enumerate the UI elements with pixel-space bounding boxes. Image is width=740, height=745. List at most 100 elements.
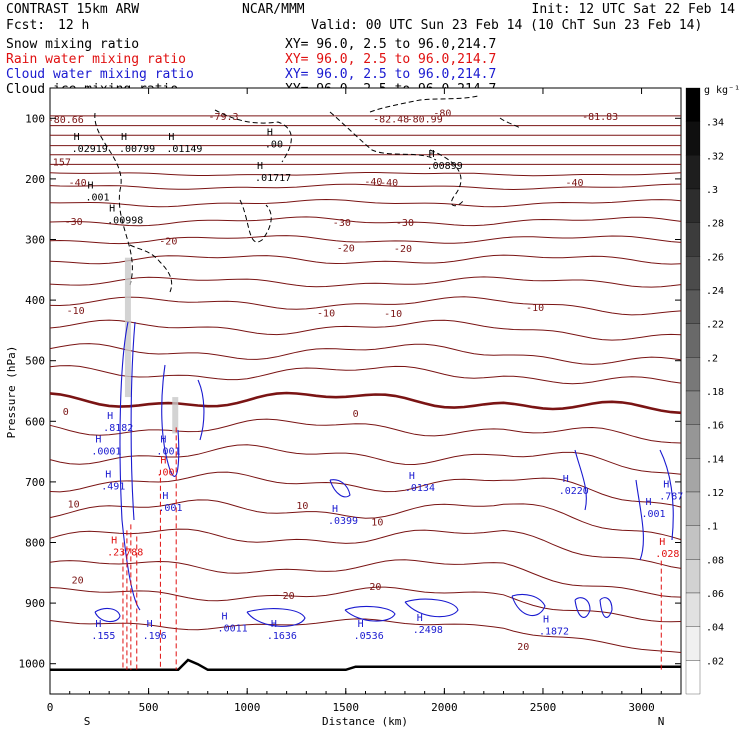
temperature-contour [49,198,682,208]
cloud-water-contour [574,597,591,618]
colorbar-tick-label: .34 [706,118,724,129]
cloud-water-contour [344,605,396,622]
cloud-water-contour [197,379,205,441]
temperature-contour [49,343,682,365]
colorbar-tick-label: .18 [706,387,724,398]
snow-contour [329,111,437,161]
cloud-water-max-marker: H [332,504,338,515]
colorbar-swatch [685,87,701,122]
cloud-water-max-label: .0536 [354,631,384,642]
y-tick-label: 300 [25,234,45,247]
temperature-contour [49,365,682,385]
cloud-water-contour [329,479,351,498]
cloud-water-max-marker: H [160,434,166,445]
cloud-water-max-label: .2498 [413,625,443,636]
colorbar-swatch [685,660,701,695]
temperature-label: -30 [333,218,351,229]
y-axis-title: Pressure (hPa) [5,346,18,439]
cloud-water-contour [511,593,546,616]
cloud-water-max-label: .155 [91,631,115,642]
colorbar-swatch [685,559,701,594]
y-tick-label: 400 [25,294,45,307]
cloud-water-max-marker: H [162,491,168,502]
cloud-water-max-label: .0220 [559,486,589,497]
temperature-contour [49,216,682,227]
field-name-rain: Rain water mixing ratio [6,52,186,67]
temperature-label: 20 [72,576,84,587]
cloud-water-max-label: .1636 [267,631,297,642]
colorbar: g kg⁻¹ .34 .32 .3 .28 .26 .24 .22 .2 .18 .16 .14 .1… [685,85,740,695]
axes-layer: 0 500 1000 1500 2000 2500 30001002003004005006… [19,88,682,714]
cloud-water-max-marker: H [646,497,652,508]
snow-max-label: .01149 [166,144,202,155]
temperature-contour [49,471,682,508]
snow-max-marker: H [74,132,80,143]
x-tick-label: 0 [47,701,54,714]
colorbar-tick-label: .3 [706,185,718,196]
field-xy-cloud-water: XY= 96.0, 2.5 to 96.0,214.7 [285,67,496,82]
colorbar-tick-label: .24 [706,286,724,297]
y-tick-label: 1000 [19,658,46,671]
cloud-water-max-marker: H [417,613,423,624]
cloud-water-max-marker: H [358,619,364,630]
temperature-contour [49,391,682,415]
snow-contour [214,109,292,163]
snow-max-label: .02919 [72,144,108,155]
snow-max-label: .00899 [427,161,463,172]
model-title: CONTRAST 15km ARW [6,2,139,17]
init-time: Init: 12 UTC Sat 22 Feb 14 [532,2,736,17]
temperature-label: -40 [380,178,398,189]
temperature-label: -30 [396,218,414,229]
colorbar-swatch [685,592,701,627]
temperature-contour [49,235,682,245]
colorbar-tick-label: .32 [706,151,724,162]
temperature-contour [49,499,682,541]
cloud-water-contour [119,321,141,611]
snow-max-label: .001 [85,192,109,203]
snow-max-label: .00998 [107,215,143,226]
x-tick-label: 2500 [530,701,557,714]
snow-max-marker: H [87,180,93,191]
colorbar-swatch [685,525,701,560]
colorbar-swatch [685,390,701,425]
colorbar-tick-label: .22 [706,320,724,331]
temperature-label: -20 [394,244,412,255]
colorbar-tick-label: .02 [706,656,724,667]
colorbar-tick-label: .28 [706,219,724,230]
temperature-label: -79.3 [208,112,238,123]
plot-frame [49,87,682,695]
cloud-water-contour [94,607,121,623]
x-tick-label: 500 [139,701,159,714]
colorbar-tick-label: .08 [706,555,724,566]
cloud-water-max-label: .0011 [218,623,248,634]
fcst-value: 12 h [58,18,89,33]
temperature-contour [49,276,682,288]
snow-contour [369,95,479,113]
colorbar-tick-label: .12 [706,488,724,499]
cloud-water-max-marker: H [663,479,669,490]
cloud-water-contour [574,449,587,511]
cloud-water-max-marker: H [105,470,111,481]
snow-contour [129,244,173,293]
snow-max-marker: H [429,149,435,160]
valid-time: Valid: 00 UTC Sun 23 Feb 14 (10 ChT Sun … [311,18,702,33]
rain-max-label: .028 [655,549,679,560]
temperature-label: 157 [53,158,71,169]
y-tick-label: 100 [25,112,45,125]
x-tick-label: 3000 [628,701,655,714]
rain-max-marker: H [659,537,665,548]
temperature-label: -30 [65,217,83,228]
temperature-contour [49,618,682,653]
temperature-label: 10 [296,501,308,512]
endpoint-right: N [658,715,665,728]
colorbar-tick-label: .14 [706,454,724,465]
x-tick-label: 1000 [234,701,261,714]
cloud-water-max-label: .001 [642,509,666,520]
cloud-water-contour [404,598,459,618]
cloud-water-max-label: .0134 [405,483,435,494]
temperature-label: -40 [565,178,583,189]
colorbar-swatch [685,491,701,526]
temperature-label: -80 [433,108,451,119]
temperature-contour [49,296,682,316]
